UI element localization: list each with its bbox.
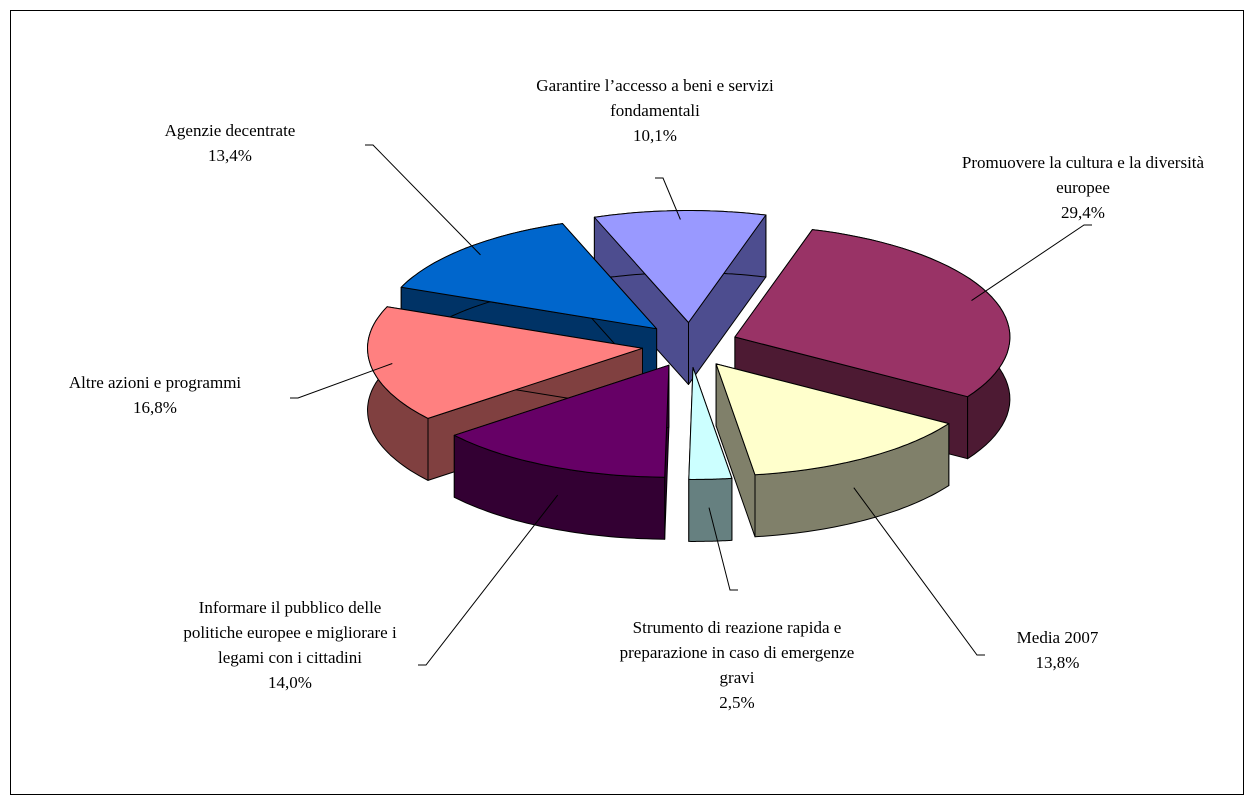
slice-label: Media 2007 13,8% — [980, 625, 1135, 675]
slice-wall — [688, 477, 733, 542]
slice — [715, 363, 950, 538]
category-name: Altre azioni e programmi — [68, 373, 242, 392]
leader-line — [853, 487, 985, 656]
leader-line — [971, 224, 1092, 302]
slice-top — [400, 223, 658, 330]
value-label: 16,8% — [133, 398, 177, 417]
category-name: Strumento di reazione rapida e preparazi… — [619, 618, 855, 687]
category-name: Informare il pubblico delle politiche eu… — [183, 598, 397, 667]
category-name: Garantire l’accesso a beni e servizi fon… — [536, 76, 774, 120]
value-label: 2,5% — [719, 693, 755, 712]
leader-line — [290, 363, 393, 399]
slice — [688, 367, 733, 542]
slice-top — [453, 364, 670, 478]
value-label: 13,8% — [1035, 653, 1080, 672]
leader-line — [418, 494, 559, 666]
value-label: 14,0% — [268, 673, 312, 692]
leader-line — [365, 144, 481, 256]
category-name: Promuovere la cultura e la diversità eur… — [961, 153, 1205, 197]
slice-top — [367, 306, 643, 419]
category-name: Agenzie decentrate — [164, 121, 296, 140]
slice — [593, 210, 767, 385]
leader-line — [708, 507, 738, 591]
slice-label: Agenzie decentrate 13,4% — [140, 118, 320, 168]
slice-top — [688, 367, 733, 480]
value-label: 13,4% — [208, 146, 252, 165]
slice-top — [593, 210, 767, 323]
category-name: Media 2007 — [1016, 628, 1099, 647]
slice-label: Garantire l’accesso a beni e servizi fon… — [525, 73, 785, 148]
slice-label: Informare il pubblico delle politiche eu… — [170, 595, 410, 695]
slice-label: Strumento di reazione rapida e preparazi… — [615, 615, 859, 715]
slice-top — [734, 229, 1011, 398]
value-label: 10,1% — [633, 126, 677, 145]
slice — [453, 364, 670, 540]
leader-line — [655, 177, 681, 220]
slice-top — [715, 363, 950, 476]
slice-label: Altre azioni e programmi 16,8% — [20, 370, 290, 420]
value-label: 29,4% — [1061, 203, 1105, 222]
slice-label: Promuovere la cultura e la diversità eur… — [960, 150, 1206, 225]
